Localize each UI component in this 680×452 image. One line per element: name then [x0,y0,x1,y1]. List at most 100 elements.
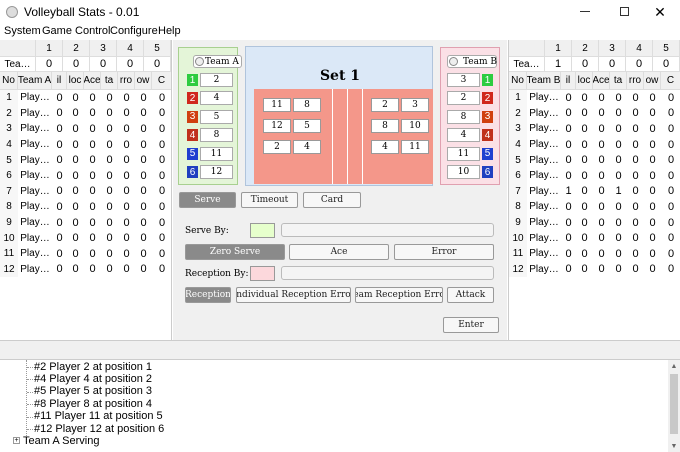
player-box[interactable]: 2 [200,73,233,87]
stat-cell[interactable]: 0 [632,91,639,104]
player-box[interactable]: 10 [447,165,480,179]
button[interactable]: Card [303,192,361,208]
stat-cell[interactable]: 0 [158,232,166,245]
stat-cell[interactable]: 0 [615,216,622,229]
stat-cell[interactable]: 0 [89,232,96,245]
button[interactable]: ndividual Reception Erro [236,287,351,303]
stat-cell[interactable]: 0 [649,154,656,167]
stat-cell[interactable]: 0 [598,138,605,151]
stat-cell[interactable]: 0 [158,185,166,198]
stat-cell[interactable]: 0 [106,107,113,120]
button[interactable]: eam Reception Erro [355,287,443,303]
stat-cell[interactable]: 0 [123,122,130,135]
stat-cell[interactable]: Play… [20,185,50,197]
stat-cell[interactable]: Play… [20,123,50,135]
stat-cell[interactable]: Play… [529,92,559,104]
stat-cell[interactable]: 0 [56,185,63,198]
stat-cell[interactable]: 0 [140,200,147,213]
stat-cell[interactable]: 0 [56,263,63,276]
stat-cell[interactable]: 0 [565,107,572,120]
stat-cell[interactable]: 0 [565,138,572,151]
stat-cell[interactable]: 0 [140,185,147,198]
stat-cell[interactable]: 0 [123,263,130,276]
stat-cell[interactable]: 0 [649,200,656,213]
stat-cell[interactable]: 0 [89,91,96,104]
stat-cell[interactable]: 0 [72,263,79,276]
stat-cell[interactable]: 0 [158,263,166,276]
stat-cell[interactable]: 0 [632,216,639,229]
stat-cell[interactable]: 0 [632,263,639,276]
stat-cell[interactable]: 0 [615,247,622,260]
stat-cell[interactable]: 0 [667,185,675,198]
stat-cell[interactable]: 0 [615,91,622,104]
stat-cell[interactable]: 0 [649,263,656,276]
stat-cell[interactable]: Play… [529,107,559,119]
stat-cell[interactable]: 0 [615,200,622,213]
stat-cell[interactable]: 0 [89,185,96,198]
stat-cell[interactable]: 0 [667,232,675,245]
court-player[interactable]: 8 [371,119,399,133]
player-box[interactable]: 5 [200,109,233,124]
button[interactable]: Enter [443,317,499,333]
court-player[interactable]: 8 [293,98,321,112]
menu-item[interactable]: Configure [110,25,158,37]
stat-cell[interactable]: 0 [632,232,639,245]
stat-cell[interactable]: 0 [56,232,63,245]
stat-cell[interactable]: 0 [158,107,166,120]
stat-cell[interactable]: 0 [140,91,147,104]
player-box[interactable]: 4 [200,91,233,106]
court-player[interactable]: 10 [401,119,429,133]
stat-cell[interactable]: 0 [72,247,79,260]
stat-cell[interactable]: 0 [632,169,639,182]
player-box[interactable]: 8 [200,128,233,143]
stat-cell[interactable]: 0 [158,200,166,213]
player-box[interactable]: 2 [447,91,480,106]
stat-cell[interactable]: 0 [565,91,572,104]
stat-cell[interactable]: 0 [649,185,656,198]
court-player[interactable]: 11 [401,140,429,154]
stat-cell[interactable]: 0 [140,216,147,229]
menu-item[interactable]: System [4,25,41,37]
court-player[interactable]: 5 [293,119,321,133]
log-line[interactable]: #5 Player 5 at position 3 [34,385,153,398]
stat-cell[interactable]: 0 [123,91,130,104]
stat-cell[interactable]: 0 [123,216,130,229]
stat-cell[interactable]: 0 [72,138,79,151]
stat-cell[interactable]: 0 [56,154,63,167]
stat-cell[interactable]: 0 [106,169,113,182]
log-line[interactable]: #2 Player 2 at position 1 [34,360,153,373]
stat-cell[interactable]: 0 [565,247,572,260]
stat-cell[interactable]: 0 [649,138,656,151]
stat-cell[interactable]: 0 [632,200,639,213]
stat-cell[interactable]: 0 [632,107,639,120]
stat-cell[interactable]: 0 [158,122,166,135]
stat-cell[interactable]: 0 [123,247,130,260]
stat-cell[interactable]: 0 [158,169,166,182]
log-line[interactable]: #12 Player 12 at position 6 [34,422,165,435]
stat-cell[interactable]: 0 [667,200,675,213]
stat-cell[interactable]: Play… [529,139,559,151]
stat-cell[interactable]: 0 [72,185,79,198]
stat-cell[interactable]: 0 [615,107,622,120]
stat-cell[interactable]: Play… [20,217,50,229]
court-player[interactable]: 11 [263,98,291,112]
stat-cell[interactable]: 0 [565,122,572,135]
minimize-button[interactable] [580,11,590,12]
stat-cell[interactable]: 0 [667,91,675,104]
stat-cell[interactable]: 0 [565,263,572,276]
stat-cell[interactable]: 0 [72,107,79,120]
stat-cell[interactable]: 0 [89,122,96,135]
stat-cell[interactable]: 0 [615,138,622,151]
stat-cell[interactable]: 0 [667,169,675,182]
stat-cell[interactable]: 0 [565,216,572,229]
stat-cell[interactable]: 0 [56,216,63,229]
stat-cell[interactable]: 0 [56,138,63,151]
stat-cell[interactable]: 0 [667,154,675,167]
stat-cell[interactable]: 0 [581,138,588,151]
stat-cell[interactable]: 0 [72,216,79,229]
stat-cell[interactable]: 0 [89,200,96,213]
stat-cell[interactable]: 0 [123,169,130,182]
menu-item[interactable]: Help [158,25,181,37]
button[interactable]: Timeout [241,192,298,208]
stat-cell[interactable]: 0 [56,91,63,104]
